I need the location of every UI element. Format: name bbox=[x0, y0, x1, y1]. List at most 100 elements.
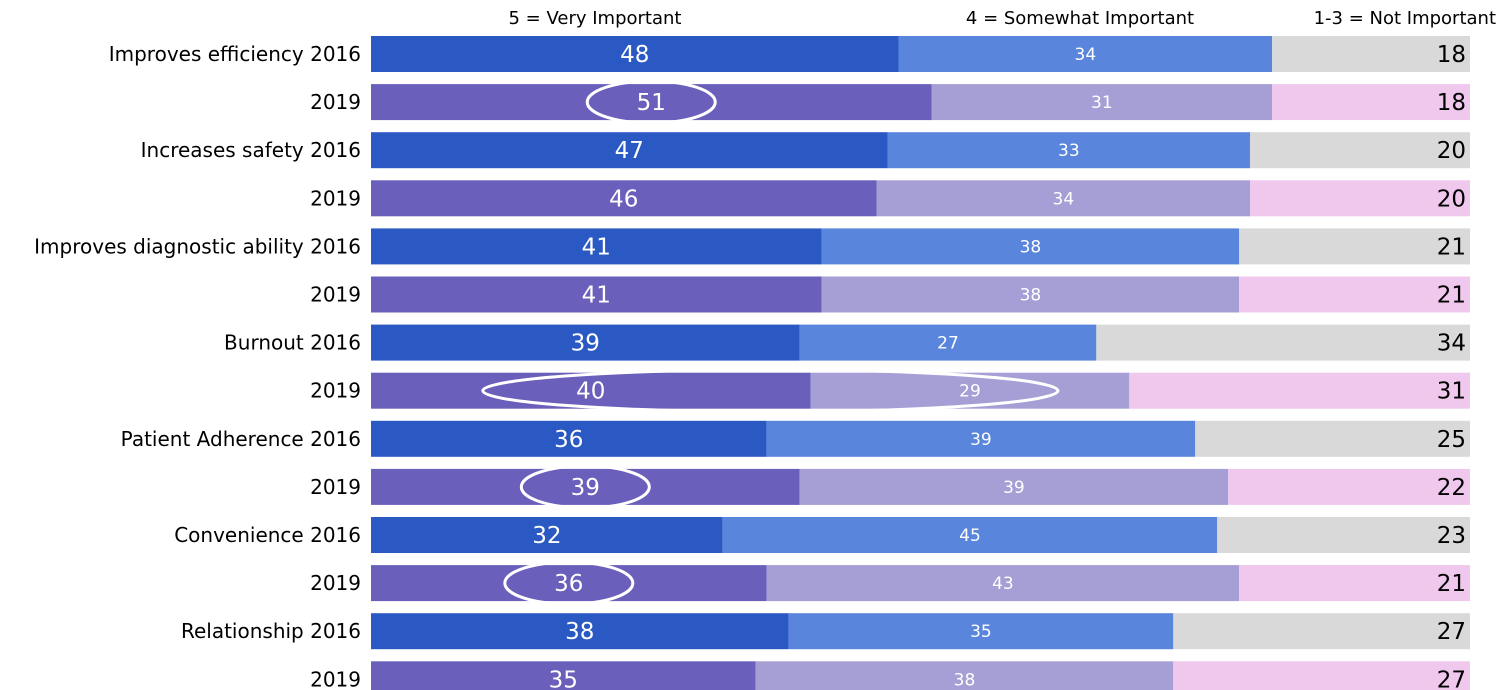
data-label-not-important: 21 bbox=[1437, 571, 1466, 597]
data-label-not-important: 18 bbox=[1437, 90, 1466, 116]
bar-segment-somewhat-important bbox=[722, 517, 1218, 553]
bar-segment-somewhat-important bbox=[788, 613, 1174, 650]
bar-segment-very-important bbox=[371, 36, 899, 72]
data-label-not-important: 27 bbox=[1437, 667, 1466, 690]
data-label-very-important: 47 bbox=[615, 138, 644, 164]
bar-segment-somewhat-important bbox=[887, 132, 1251, 169]
row-label: 2019 bbox=[310, 283, 361, 307]
bar-segment-very-important bbox=[371, 565, 767, 602]
data-label-not-important: 23 bbox=[1437, 523, 1466, 549]
legend-label-2: 4 = Somewhat Important bbox=[966, 8, 1194, 29]
data-label-not-important: 34 bbox=[1437, 331, 1466, 357]
highlight-ellipse bbox=[519, 464, 651, 510]
row-label: Improves efficiency 2016 bbox=[109, 42, 361, 66]
data-label-very-important: 48 bbox=[620, 42, 649, 68]
bar-segment-very-important bbox=[371, 132, 888, 169]
row-label: Improves diagnostic ability 2016 bbox=[34, 234, 361, 258]
row-label: 2019 bbox=[310, 571, 361, 595]
row-label: 2019 bbox=[310, 475, 361, 499]
bar-segment-not-important bbox=[1228, 468, 1470, 505]
data-label-somewhat-important: 45 bbox=[959, 526, 981, 546]
data-label-very-important: 46 bbox=[609, 186, 638, 212]
bar-segment-not-important bbox=[1239, 565, 1470, 602]
highlights bbox=[481, 79, 1060, 606]
bar-segment-not-important bbox=[1173, 613, 1470, 650]
data-label-very-important: 39 bbox=[571, 331, 600, 357]
data-label-very-important: 36 bbox=[554, 427, 583, 453]
data-label-somewhat-important: 39 bbox=[970, 430, 992, 450]
data-label-not-important: 21 bbox=[1437, 234, 1466, 260]
bar-segment-very-important bbox=[371, 420, 767, 457]
data-label-not-important: 25 bbox=[1437, 427, 1466, 453]
bars bbox=[371, 36, 1470, 690]
data-label-very-important: 38 bbox=[565, 619, 594, 645]
bar-segment-not-important bbox=[1250, 132, 1470, 169]
bar-segment-not-important bbox=[1239, 228, 1470, 265]
data-label-very-important: 51 bbox=[637, 90, 666, 116]
data-label-somewhat-important: 34 bbox=[1075, 45, 1097, 65]
data-label-somewhat-important: 27 bbox=[937, 334, 959, 354]
bar-segment-not-important bbox=[1239, 276, 1470, 313]
data-label-somewhat-important: 38 bbox=[1020, 286, 1042, 306]
bar-segment-very-important bbox=[371, 228, 822, 265]
data-label-somewhat-important: 31 bbox=[1091, 93, 1113, 113]
data-label-very-important: 39 bbox=[571, 475, 600, 501]
bar-segment-not-important bbox=[1096, 324, 1470, 361]
data-label-not-important: 20 bbox=[1437, 138, 1466, 164]
data-label-not-important: 18 bbox=[1437, 42, 1466, 68]
row-labels: Improves efficiency 2016 2019 Increases sa… bbox=[34, 42, 361, 690]
bar-segment-very-important bbox=[371, 372, 811, 409]
data-label-very-important: 35 bbox=[549, 667, 578, 690]
data-label-not-important: 20 bbox=[1437, 186, 1466, 212]
bar-segment-somewhat-important bbox=[821, 228, 1240, 265]
row-label: 2019 bbox=[310, 379, 361, 403]
legend-label-1: 5 = Very Important bbox=[509, 8, 682, 29]
bar-segment-not-important bbox=[1250, 180, 1470, 217]
bar-segment-very-important bbox=[371, 517, 723, 553]
row-label: 2019 bbox=[310, 90, 361, 114]
bar-segment-very-important bbox=[371, 84, 932, 121]
data-label-somewhat-important: 38 bbox=[1020, 237, 1042, 257]
data-label-somewhat-important: 39 bbox=[1003, 478, 1025, 498]
row-label: 2019 bbox=[310, 667, 361, 690]
bar-segment-not-important bbox=[1195, 420, 1470, 457]
bar-segment-very-important bbox=[371, 661, 756, 690]
bar-segment-somewhat-important bbox=[799, 468, 1229, 505]
data-label-somewhat-important: 34 bbox=[1053, 189, 1075, 209]
legend: 5 = Very Important 4 = Somewhat Important… bbox=[509, 8, 1496, 29]
data-label-very-important: 36 bbox=[554, 571, 583, 597]
highlight-ellipse bbox=[481, 368, 1060, 414]
data-label-very-important: 41 bbox=[582, 283, 611, 309]
bar-segment-not-important bbox=[1272, 36, 1470, 72]
bar-segment-not-important bbox=[1129, 372, 1470, 409]
row-label: Relationship 2016 bbox=[181, 619, 361, 643]
value-labels: 48 34 18 51 31 18 47 33 20 46 34 20 41 38 21 41 38 21 39 27… bbox=[532, 42, 1466, 690]
data-label-not-important: 22 bbox=[1437, 475, 1466, 501]
data-label-somewhat-important: 35 bbox=[970, 622, 992, 642]
data-label-not-important: 31 bbox=[1437, 379, 1466, 405]
bar-segment-very-important bbox=[371, 468, 800, 505]
bar-segment-very-important bbox=[371, 180, 877, 217]
data-label-somewhat-important: 33 bbox=[1058, 141, 1080, 161]
bar-segment-somewhat-important bbox=[931, 84, 1273, 121]
bar-segment-somewhat-important bbox=[755, 661, 1174, 690]
data-label-very-important: 32 bbox=[532, 523, 561, 549]
legend-label-3: 1-3 = Not Important bbox=[1314, 8, 1496, 29]
data-label-very-important: 41 bbox=[582, 234, 611, 260]
data-label-not-important: 21 bbox=[1437, 283, 1466, 309]
highlight-ellipse bbox=[503, 560, 635, 606]
row-label: Burnout 2016 bbox=[224, 331, 361, 355]
row-label: 2019 bbox=[310, 186, 361, 210]
bar-segment-somewhat-important bbox=[766, 565, 1240, 602]
bar-segment-not-important bbox=[1173, 661, 1470, 690]
bar-segment-not-important bbox=[1272, 84, 1470, 121]
bar-segment-somewhat-important bbox=[898, 36, 1273, 72]
bar-segment-very-important bbox=[371, 276, 822, 313]
bar-segment-very-important bbox=[371, 324, 800, 361]
data-label-somewhat-important: 38 bbox=[954, 670, 976, 690]
data-label-not-important: 27 bbox=[1437, 619, 1466, 645]
bar-segment-somewhat-important bbox=[876, 180, 1251, 217]
data-label-somewhat-important: 43 bbox=[992, 574, 1014, 594]
row-label: Patient Adherence 2016 bbox=[121, 427, 361, 451]
